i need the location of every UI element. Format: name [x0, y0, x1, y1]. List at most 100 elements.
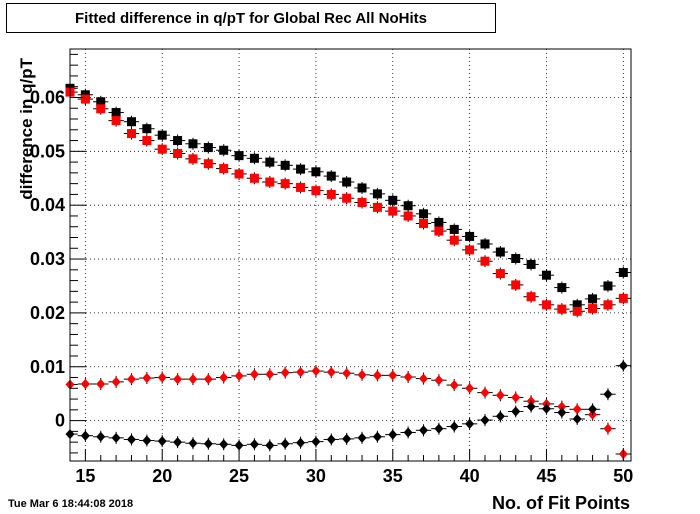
data-point-square: [280, 160, 290, 170]
data-point-square: [419, 218, 429, 228]
data-point-diamond: [434, 375, 444, 386]
data-point-diamond: [495, 390, 505, 401]
data-point-square: [173, 148, 183, 158]
x-tick-label: 35: [383, 466, 403, 486]
data-point-diamond: [203, 438, 213, 449]
data-point-square: [249, 173, 259, 183]
data-point-diamond: [526, 401, 536, 412]
data-point-diamond: [157, 372, 167, 383]
data-point-diamond: [157, 436, 167, 447]
data-point-square: [618, 293, 628, 303]
data-point-square: [434, 217, 444, 227]
data-point-diamond: [434, 423, 444, 434]
data-point-square: [311, 167, 321, 177]
series-1: [65, 82, 631, 311]
data-point-diamond: [372, 370, 382, 381]
data-point-square: [449, 235, 459, 245]
data-point-square: [296, 164, 306, 174]
data-point-diamond: [419, 425, 429, 436]
data-point-square: [142, 124, 152, 134]
data-point-square: [572, 300, 582, 310]
data-point-square: [434, 226, 444, 236]
data-point-square: [219, 164, 229, 174]
data-point-diamond: [111, 376, 121, 387]
data-point-square: [188, 154, 198, 164]
data-point-diamond: [357, 432, 367, 443]
data-point-diamond: [296, 367, 306, 378]
data-point-diamond: [80, 378, 90, 389]
data-point-diamond: [126, 374, 136, 385]
data-point-diamond: [419, 373, 429, 384]
data-point-square: [157, 144, 167, 154]
data-point-diamond: [219, 439, 229, 450]
data-point-square: [465, 245, 475, 255]
data-point-diamond: [203, 374, 213, 385]
data-point-square: [111, 108, 121, 118]
data-point-diamond: [465, 383, 475, 394]
data-point-diamond: [388, 429, 398, 440]
data-point-diamond: [219, 372, 229, 383]
data-point-square: [96, 97, 106, 107]
data-point-diamond: [572, 413, 582, 424]
series-3: [65, 365, 631, 460]
data-point-square: [326, 171, 336, 181]
data-point-diamond: [142, 435, 152, 446]
data-point-square: [357, 197, 367, 207]
chart-title: Fitted difference in q/pT for Global Rec…: [6, 3, 496, 33]
data-point-diamond: [326, 434, 336, 445]
data-point-diamond: [480, 387, 490, 398]
data-point-diamond: [403, 371, 413, 382]
series-2: [65, 86, 631, 318]
data-point-diamond: [449, 421, 459, 432]
data-point-square: [142, 136, 152, 146]
y-tick-label: 0.02: [30, 303, 65, 323]
data-point-diamond: [311, 366, 321, 377]
y-tick-label: 0.01: [30, 357, 65, 377]
data-point-diamond: [480, 415, 490, 426]
data-point-diamond: [111, 432, 121, 443]
data-point-square: [603, 281, 613, 291]
timestamp: Tue Mar 6 18:44:08 2018: [8, 498, 134, 510]
data-point-square: [265, 177, 275, 187]
data-point-diamond: [280, 438, 290, 449]
data-point-square: [80, 94, 90, 104]
data-point-diamond: [126, 434, 136, 445]
data-point-square: [157, 130, 167, 140]
data-point-diamond: [388, 370, 398, 381]
data-point-square: [96, 104, 106, 114]
data-point-diamond: [96, 378, 106, 389]
data-point-diamond: [449, 380, 459, 391]
x-tick-label: 50: [613, 466, 633, 486]
data-point-square: [203, 143, 213, 153]
x-tick-label: 45: [536, 466, 556, 486]
data-point-diamond: [495, 411, 505, 422]
data-point-square: [618, 268, 628, 278]
data-point-diamond: [142, 373, 152, 384]
data-point-diamond: [357, 369, 367, 380]
data-point-diamond: [234, 370, 244, 381]
data-point-diamond: [372, 431, 382, 442]
data-point-diamond: [557, 407, 567, 418]
data-point-square: [388, 206, 398, 216]
y-tick-label: 0.03: [30, 249, 65, 269]
data-point-square: [403, 211, 413, 221]
series-layer: [65, 82, 631, 460]
data-point-diamond: [265, 369, 275, 380]
data-point-square: [588, 294, 598, 304]
data-point-diamond: [465, 418, 475, 429]
x-tick-label: 30: [306, 466, 326, 486]
data-point-diamond: [265, 440, 275, 451]
data-point-square: [557, 283, 567, 293]
data-point-square: [511, 254, 521, 264]
y-tick-label: 0.06: [30, 87, 65, 107]
data-point-diamond: [188, 374, 198, 385]
data-point-square: [403, 201, 413, 211]
data-point-diamond: [603, 423, 613, 434]
data-point-diamond: [541, 403, 551, 414]
data-point-square: [541, 270, 551, 280]
data-point-square: [449, 224, 459, 234]
data-point-diamond: [296, 437, 306, 448]
data-point-diamond: [249, 439, 259, 450]
data-point-diamond: [572, 404, 582, 415]
